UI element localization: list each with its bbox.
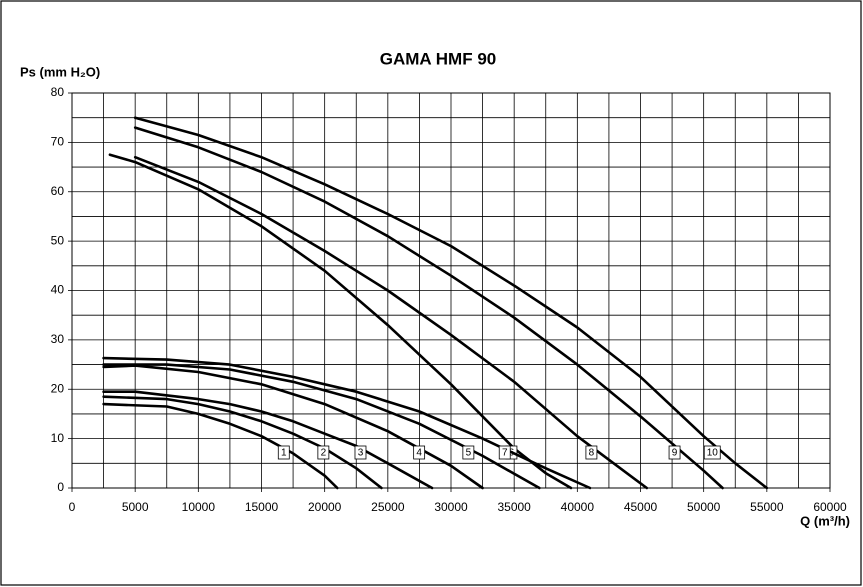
x-tick-label: 10000 — [182, 500, 216, 514]
x-tick-label: 0 — [69, 500, 76, 514]
curve-label: 2 — [321, 448, 327, 459]
curve — [133, 155, 649, 490]
x-tick-label: 60000 — [813, 500, 847, 514]
curve-label: 8 — [589, 448, 595, 459]
plot-border — [71, 92, 831, 489]
y-tick-label: 30 — [51, 332, 65, 346]
x-tick-label: 5000 — [122, 500, 149, 514]
x-tick-label: 55000 — [750, 500, 784, 514]
curve-label: 9 — [672, 448, 678, 459]
x-tick-label: 15000 — [245, 500, 279, 514]
x-axis-label: Q (m³/h) — [800, 513, 850, 528]
curve — [102, 356, 592, 490]
y-tick-label: 0 — [57, 480, 64, 494]
curve-label-box — [462, 445, 475, 460]
y-tick-label: 80 — [51, 85, 65, 99]
curve — [102, 402, 339, 490]
y-tick-label: 40 — [51, 283, 65, 297]
curve-label-box — [703, 445, 721, 460]
curve — [102, 364, 484, 490]
curve — [102, 390, 434, 490]
curve-label-box — [585, 445, 598, 460]
chart-title: GAMA HMF 90 — [380, 49, 497, 68]
curve-label-box — [317, 445, 330, 460]
x-tick-label: 20000 — [308, 500, 342, 514]
curve-label-box — [668, 445, 681, 460]
curve — [133, 116, 769, 490]
x-tick-label: 30000 — [434, 500, 468, 514]
curve-label: 1 — [281, 448, 287, 459]
curve — [133, 126, 724, 490]
curve-label-box — [277, 445, 290, 460]
y-tick-label: 20 — [51, 381, 65, 395]
curve-label: 3 — [358, 448, 364, 459]
curve-label: 10 — [707, 448, 719, 459]
curve-label: 5 — [466, 448, 472, 459]
x-tick-label: 45000 — [624, 500, 658, 514]
curve-label-box — [498, 445, 511, 460]
y-tick-label: 10 — [51, 431, 65, 445]
x-tick-label: 35000 — [497, 500, 531, 514]
curve-label: 4 — [416, 448, 422, 459]
x-tick-label: 40000 — [561, 500, 595, 514]
curve-label-box — [413, 445, 426, 460]
x-tick-label: 25000 — [371, 500, 405, 514]
curve-label-box — [354, 445, 367, 460]
y-tick-label: 50 — [51, 233, 65, 247]
curve — [102, 395, 383, 490]
x-tick-label: 50000 — [687, 500, 721, 514]
y-axis-label: Ps (mm H₂O) — [20, 64, 100, 79]
curve-label: 7 — [502, 448, 508, 459]
y-tick-label: 60 — [51, 184, 65, 198]
y-tick-label: 70 — [51, 135, 65, 149]
